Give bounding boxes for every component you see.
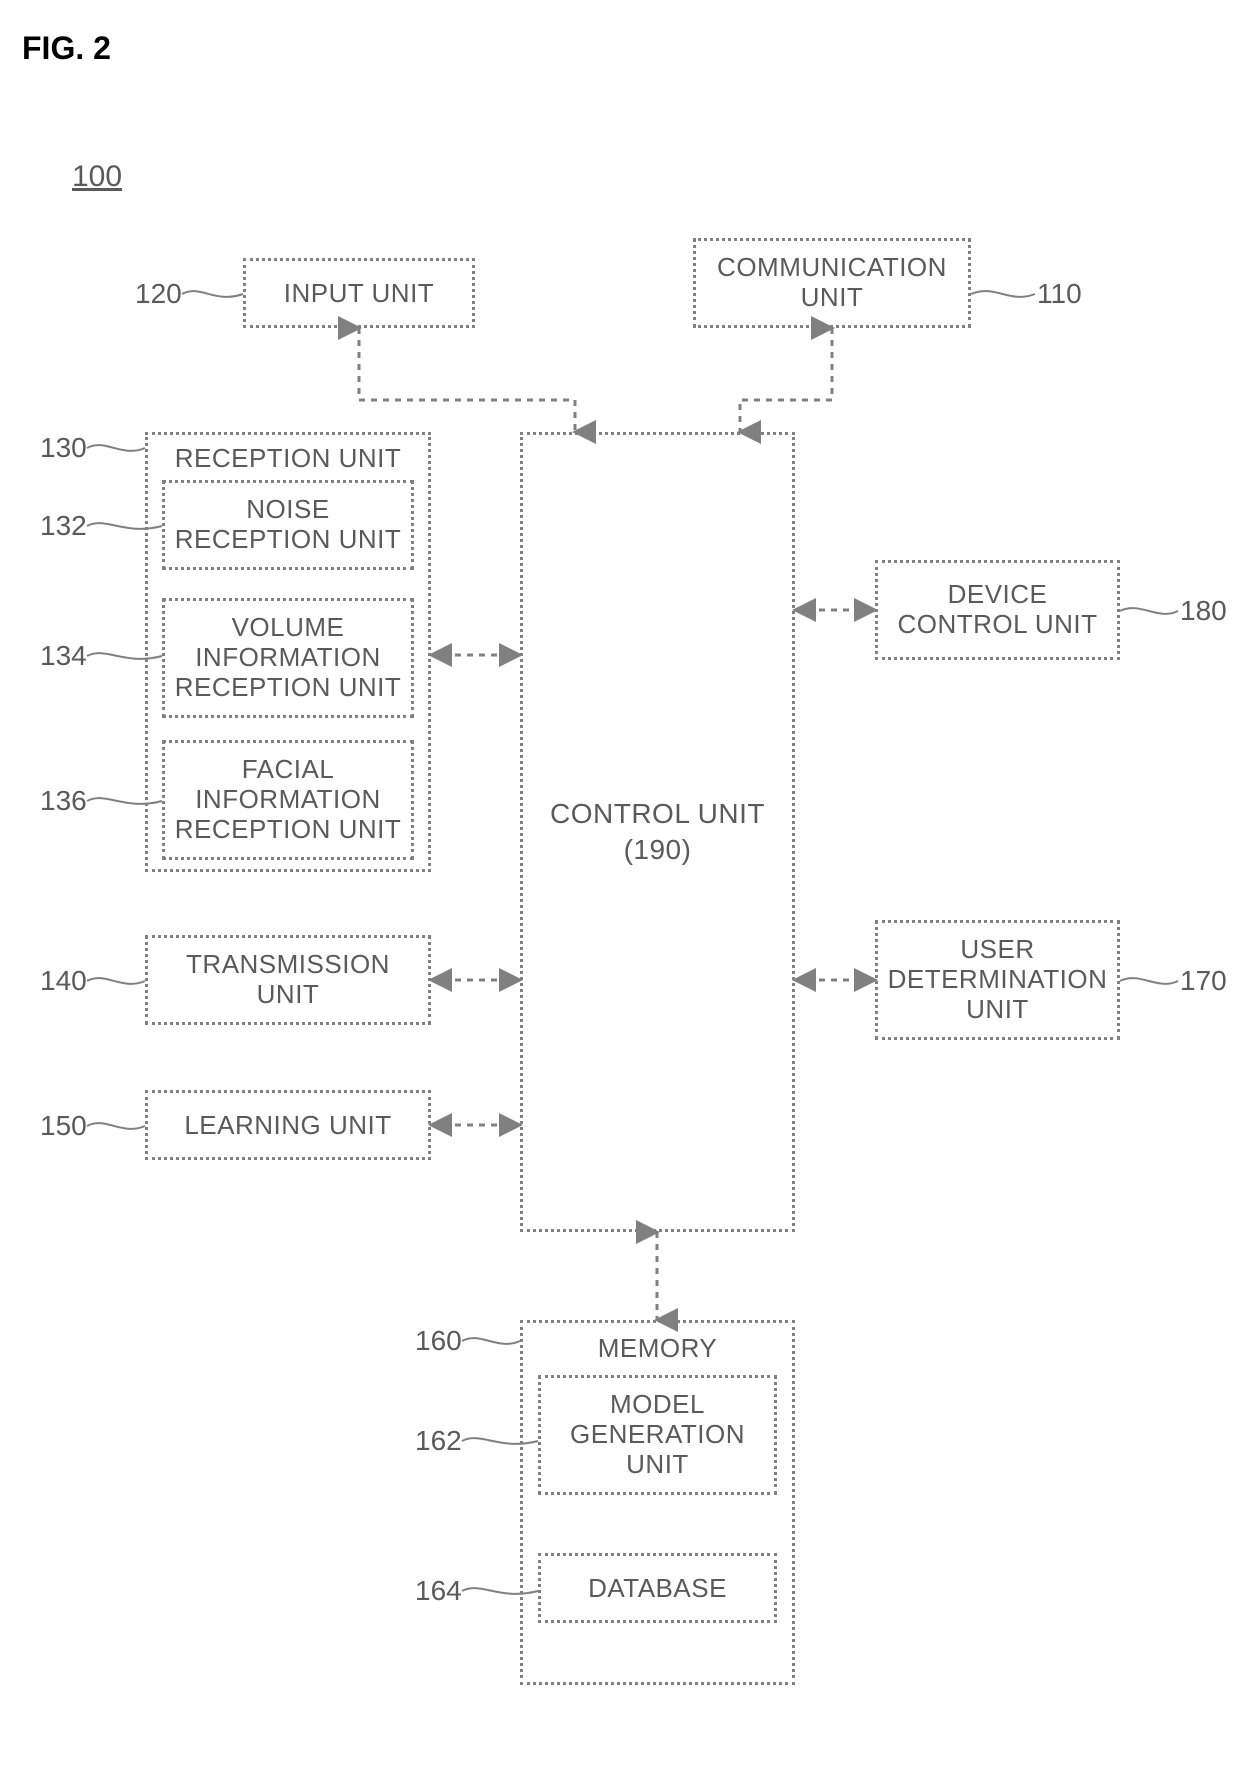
communication-unit-ref: 110 (1037, 278, 1082, 310)
diagram-stage: FIG. 2 100 INPUT UNIT 120 COMMUNICATION … (0, 0, 1240, 1787)
user-determination-box: USER DETERMINATION UNIT (875, 920, 1120, 1040)
device-control-box: DEVICE CONTROL UNIT (875, 560, 1120, 660)
reception-unit-ref: 130 (40, 432, 87, 464)
database-ref: 164 (415, 1575, 462, 1607)
volume-reception-label: VOLUME INFORMATION RECEPTION UNIT (175, 613, 402, 703)
database-label: DATABASE (588, 1573, 727, 1604)
user-determination-label: USER DETERMINATION UNIT (888, 935, 1108, 1025)
reception-unit-title: RECEPTION UNIT (148, 443, 428, 474)
learning-unit-box: LEARNING UNIT (145, 1090, 431, 1160)
communication-unit-box: COMMUNICATION UNIT (693, 238, 971, 328)
transmission-unit-ref: 140 (40, 965, 87, 997)
input-unit-label: INPUT UNIT (284, 278, 434, 309)
noise-reception-ref: 132 (40, 510, 87, 542)
model-generation-ref: 162 (415, 1425, 462, 1457)
control-unit-label: CONTROL UNIT (190) (550, 796, 765, 869)
volume-reception-ref: 134 (40, 640, 87, 672)
input-unit-ref: 120 (135, 278, 182, 310)
database-box: DATABASE (538, 1553, 777, 1623)
learning-unit-label: LEARNING UNIT (184, 1110, 391, 1141)
facial-reception-label: FACIAL INFORMATION RECEPTION UNIT (175, 755, 402, 845)
input-unit-box: INPUT UNIT (243, 258, 475, 328)
user-determination-ref: 170 (1180, 965, 1227, 997)
figure-title: FIG. 2 (22, 30, 111, 67)
facial-reception-box: FACIAL INFORMATION RECEPTION UNIT (162, 740, 414, 860)
memory-ref: 160 (415, 1325, 462, 1357)
transmission-unit-label: TRANSMISSION UNIT (186, 950, 390, 1010)
learning-unit-ref: 150 (40, 1110, 87, 1142)
memory-title: MEMORY (523, 1333, 792, 1364)
volume-reception-box: VOLUME INFORMATION RECEPTION UNIT (162, 598, 414, 718)
model-generation-box: MODEL GENERATION UNIT (538, 1375, 777, 1495)
transmission-unit-box: TRANSMISSION UNIT (145, 935, 431, 1025)
noise-reception-box: NOISE RECEPTION UNIT (162, 480, 414, 570)
control-unit-box: CONTROL UNIT (190) (520, 432, 795, 1232)
system-reference: 100 (72, 160, 122, 194)
device-control-label: DEVICE CONTROL UNIT (897, 580, 1097, 640)
noise-reception-label: NOISE RECEPTION UNIT (175, 495, 402, 555)
model-generation-label: MODEL GENERATION UNIT (570, 1390, 745, 1480)
device-control-ref: 180 (1180, 595, 1227, 627)
communication-unit-label: COMMUNICATION UNIT (717, 253, 947, 313)
facial-reception-ref: 136 (40, 785, 87, 817)
